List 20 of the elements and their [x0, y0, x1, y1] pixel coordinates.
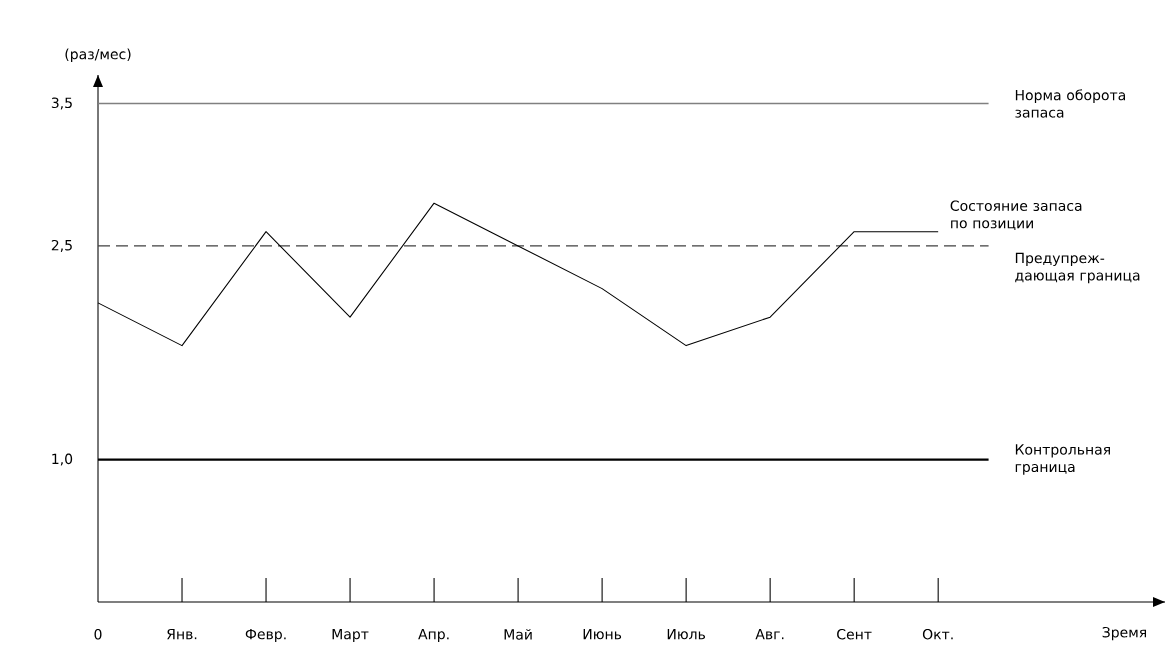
series-label: Состояние запаса по позиции — [950, 200, 1082, 231]
x-tick-label: Окт. — [922, 628, 953, 640]
y-tick-label: 3,5 — [51, 97, 72, 110]
x-tick-label: Февр. — [245, 628, 286, 643]
x-tick-label: Авг. — [755, 628, 784, 640]
x-tick-label: Апр. — [418, 628, 449, 643]
y-tick-label: 2,5 — [51, 239, 72, 252]
y-tick-label: 1,0 — [52, 453, 73, 466]
x-tick-label: 0 — [94, 628, 102, 640]
text: Зремя — [1102, 626, 1147, 641]
x-tick-label: Март — [332, 628, 369, 643]
ref-line-label: Предупреж-дающая граница — [1015, 252, 1140, 284]
x-tick-label: Июнь — [583, 628, 622, 640]
ref-line-label: Норма оборота запаса — [1015, 89, 1125, 118]
y-axis-title: (раз/мес) — [65, 48, 131, 63]
x-tick-label: Янв. — [167, 628, 197, 640]
x-tick-label: Май — [504, 628, 532, 640]
x-tick-label: Сент — [837, 628, 872, 640]
ref-line-label: Контрольная граница — [1015, 444, 1110, 475]
x-tick-label: Июль — [667, 628, 706, 640]
